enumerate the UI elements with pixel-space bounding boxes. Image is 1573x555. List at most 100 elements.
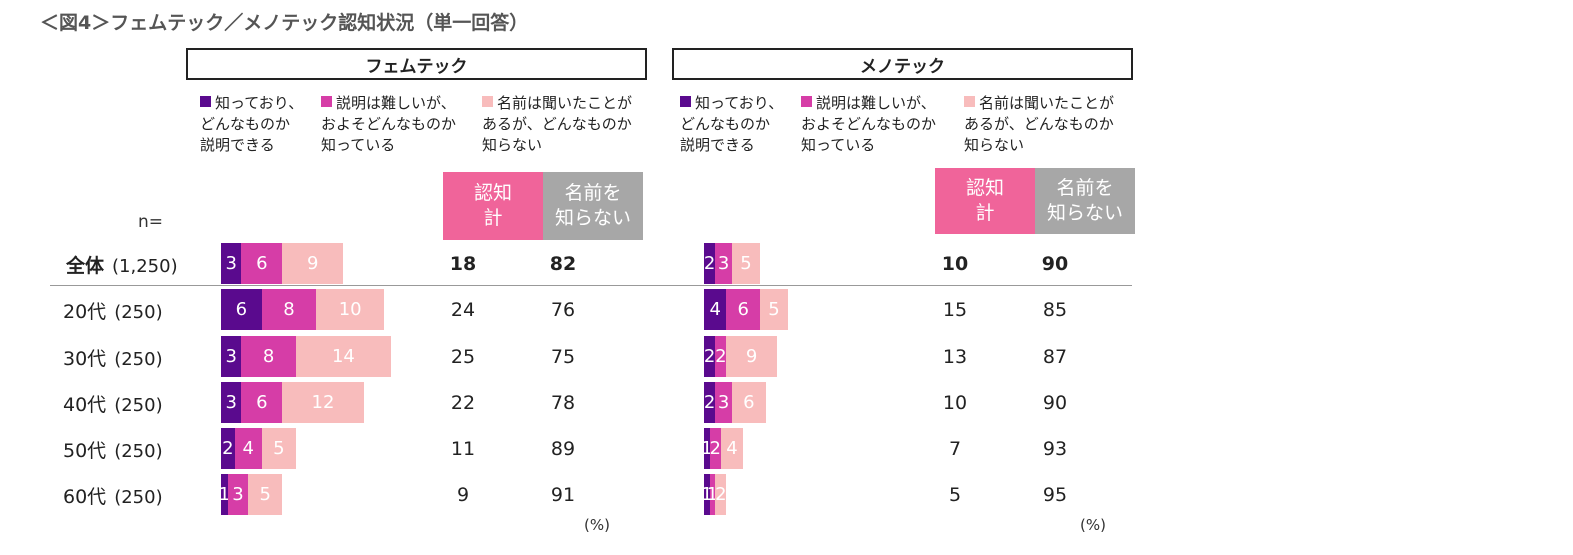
data-label: 5 bbox=[273, 438, 285, 459]
not-known-value: 91 bbox=[550, 484, 576, 506]
bar-segment-roughly: 2 bbox=[715, 336, 727, 377]
bar-segment-heard: 9 bbox=[282, 243, 344, 284]
not-known-header: 名前を 知らない bbox=[543, 172, 643, 240]
row-n: (250) bbox=[114, 302, 163, 323]
not-known-value: 76 bbox=[550, 299, 576, 321]
bar-segment-explain: 3 bbox=[221, 336, 242, 377]
row-group: 60代 bbox=[63, 486, 107, 508]
data-label: 3 bbox=[225, 253, 237, 274]
aware-total-value: 13 bbox=[942, 346, 968, 368]
data-label: 6 bbox=[743, 392, 755, 413]
legend-label-heard: 名前は聞いたことが あるが、どんなものか 知らない bbox=[482, 94, 633, 154]
row-group: 20代 bbox=[63, 301, 107, 323]
data-label: 8 bbox=[283, 299, 295, 320]
row-label: 50代 (250) bbox=[63, 436, 163, 463]
bar-segment-heard: 2 bbox=[715, 474, 727, 515]
legend-label-heard: 名前は聞いたことが あるが、どんなものか 知らない bbox=[964, 94, 1115, 154]
row-n: (250) bbox=[114, 349, 163, 370]
data-label: 12 bbox=[311, 392, 335, 413]
aware-total-value: 10 bbox=[942, 392, 968, 414]
aware-total-value: 5 bbox=[948, 484, 962, 506]
row-group: 30代 bbox=[63, 348, 107, 370]
aware-total-value: 7 bbox=[948, 438, 962, 460]
figure-title: ＜図4＞フェムテック／メノテック認知状況（単一回答） bbox=[40, 12, 529, 34]
data-label: 10 bbox=[338, 299, 362, 320]
legend-label-roughly: 説明は難しいが、 およそどんなものか 知っている bbox=[801, 94, 937, 154]
aware-total-value: 24 bbox=[450, 299, 476, 321]
data-label: 2 bbox=[715, 346, 727, 367]
bar-segment-explain: 2 bbox=[704, 336, 715, 377]
row-label: 40代 (250) bbox=[63, 390, 163, 417]
not-known-value: 78 bbox=[550, 392, 576, 414]
not-known-value: 95 bbox=[1042, 484, 1068, 506]
data-label: 2 bbox=[709, 438, 721, 459]
unit-label: (%) bbox=[584, 516, 610, 534]
legend-swatch-roughly bbox=[321, 96, 332, 107]
unit-label: (%) bbox=[1080, 516, 1106, 534]
femtech-header: フェムテック bbox=[186, 48, 647, 80]
legend-swatch-roughly bbox=[801, 96, 812, 107]
aware-total-header: 認知 計 bbox=[443, 172, 543, 240]
data-label: 9 bbox=[307, 253, 319, 274]
total-separator bbox=[50, 285, 1132, 286]
data-label: 3 bbox=[232, 484, 244, 505]
legend-heard: 名前は聞いたことが あるが、どんなものか 知らない bbox=[482, 93, 632, 156]
bar-segment-explain: 2 bbox=[221, 428, 235, 469]
row-n: (250) bbox=[114, 487, 163, 508]
bar-segment-roughly: 3 bbox=[715, 243, 732, 284]
data-label: 2 bbox=[715, 484, 727, 505]
bar-segment-roughly: 6 bbox=[241, 243, 283, 284]
aware-total-value: 22 bbox=[450, 392, 476, 414]
data-label: 3 bbox=[225, 392, 237, 413]
legend-swatch-heard bbox=[482, 96, 493, 107]
bar-segment-heard: 5 bbox=[261, 428, 296, 469]
legend-roughly: 説明は難しいが、 およそどんなものか 知っている bbox=[321, 93, 456, 156]
legend-label-explain: 知っており、 どんなものか 説明できる bbox=[200, 94, 304, 154]
bar-segment-roughly: 6 bbox=[726, 289, 760, 330]
legend-heard: 名前は聞いたことが あるが、どんなものか 知らない bbox=[964, 93, 1114, 156]
n-label: n= bbox=[138, 212, 164, 232]
bar-segment-explain: 1 bbox=[701, 428, 713, 469]
bar-segment-heard: 4 bbox=[720, 428, 744, 469]
bar-segment-roughly: 8 bbox=[261, 289, 317, 330]
data-label: 4 bbox=[242, 438, 254, 459]
bar-segment-explain: 3 bbox=[221, 382, 242, 423]
data-label: 3 bbox=[717, 253, 730, 274]
data-label: 1 bbox=[218, 484, 231, 505]
bar-segment-heard: 10 bbox=[316, 289, 385, 330]
not-known-value: 90 bbox=[1041, 253, 1069, 275]
data-label: 3 bbox=[225, 346, 237, 367]
aware-total-value: 15 bbox=[942, 299, 968, 321]
not-known-value: 87 bbox=[1042, 346, 1068, 368]
not-known-value: 93 bbox=[1042, 438, 1068, 460]
bar-segment-heard: 9 bbox=[726, 336, 777, 377]
legend-swatch-heard bbox=[964, 96, 975, 107]
data-label: 2 bbox=[703, 346, 716, 367]
row-n: (1,250) bbox=[112, 256, 178, 277]
row-group: 50代 bbox=[63, 440, 107, 462]
bar-segment-explain: 2 bbox=[704, 382, 715, 423]
data-label: 5 bbox=[259, 484, 271, 505]
data-label: 1 bbox=[701, 438, 713, 459]
data-label: 2 bbox=[703, 392, 716, 413]
bar-segment-explain: 1 bbox=[701, 474, 713, 515]
not-known-value: 90 bbox=[1042, 392, 1068, 414]
legend-explain: 知っており、 どんなものか 説明できる bbox=[680, 93, 783, 156]
data-label: 6 bbox=[235, 299, 248, 320]
data-label: 1 bbox=[706, 484, 719, 505]
data-label: 9 bbox=[745, 346, 758, 367]
row-n: (250) bbox=[114, 395, 163, 416]
row-label: 20代 (250) bbox=[63, 297, 163, 324]
data-label: 3 bbox=[717, 392, 730, 413]
data-label: 6 bbox=[256, 253, 268, 274]
legend-label-explain: 知っており、 どんなものか 説明できる bbox=[680, 94, 784, 154]
not-known-header: 名前を 知らない bbox=[1035, 168, 1135, 234]
data-label: 6 bbox=[737, 299, 749, 320]
data-label: 4 bbox=[726, 438, 738, 459]
data-label: 6 bbox=[256, 392, 268, 413]
not-known-value: 75 bbox=[550, 346, 576, 368]
row-label: 60代 (250) bbox=[63, 482, 163, 509]
bar-segment-heard: 6 bbox=[732, 382, 766, 423]
data-label: 5 bbox=[740, 253, 752, 274]
aware-total-header: 認知 計 bbox=[935, 168, 1035, 234]
